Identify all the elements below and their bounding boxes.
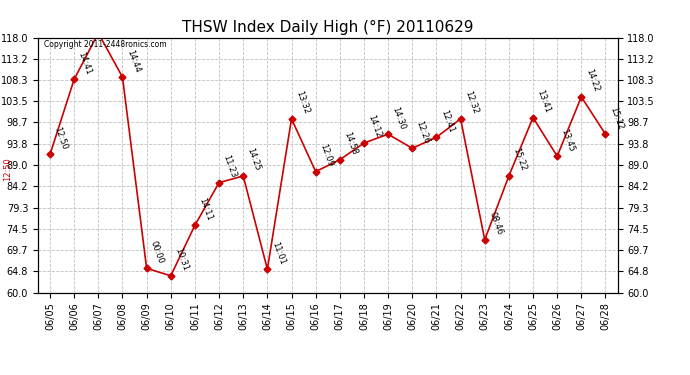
Text: 12:50: 12:50	[52, 126, 69, 151]
Title: THSW Index Daily High (°F) 20110629: THSW Index Daily High (°F) 20110629	[182, 20, 473, 35]
Text: 13:45: 13:45	[560, 127, 576, 153]
Text: 14:41: 14:41	[77, 50, 93, 76]
Text: 14:22: 14:22	[584, 68, 600, 93]
Text: 14:25: 14:25	[246, 147, 262, 172]
Text: 08:46: 08:46	[487, 211, 504, 236]
Text: 12:50: 12:50	[3, 157, 12, 181]
Text: 11:23: 11:23	[221, 153, 238, 179]
Text: 14:58: 14:58	[342, 131, 359, 156]
Text: 14:11: 14:11	[197, 196, 214, 222]
Text: 12:41: 12:41	[439, 108, 455, 134]
Text: 13:41: 13:41	[535, 88, 552, 114]
Text: 13:32: 13:32	[294, 90, 310, 116]
Text: 15:22: 15:22	[511, 147, 528, 172]
Text: 11:01: 11:01	[270, 240, 286, 266]
Text: 14:30: 14:30	[391, 105, 407, 131]
Text: 15:12: 15:12	[608, 105, 624, 131]
Text: 12:09: 12:09	[318, 142, 335, 168]
Text: 00:00: 00:00	[149, 239, 166, 265]
Text: 12:32: 12:32	[463, 90, 480, 116]
Text: 12:48: 12:48	[0, 374, 1, 375]
Text: 14:12: 14:12	[366, 114, 383, 140]
Text: 14:44: 14:44	[125, 48, 141, 74]
Text: Copyright 2011-2448ronics.com: Copyright 2011-2448ronics.com	[43, 40, 166, 49]
Text: 12:26: 12:26	[415, 119, 431, 145]
Text: 10:31: 10:31	[173, 247, 190, 272]
